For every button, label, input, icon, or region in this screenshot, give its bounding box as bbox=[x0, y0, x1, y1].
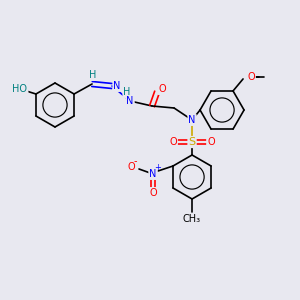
Text: N: N bbox=[113, 81, 121, 91]
Text: O: O bbox=[158, 84, 166, 94]
Text: N: N bbox=[149, 169, 157, 179]
Text: -: - bbox=[133, 156, 137, 166]
Text: H: H bbox=[89, 70, 97, 80]
Text: N: N bbox=[188, 115, 196, 125]
Text: S: S bbox=[188, 137, 196, 147]
Text: O: O bbox=[169, 137, 177, 147]
Text: O: O bbox=[127, 162, 135, 172]
Text: N: N bbox=[126, 96, 134, 106]
Text: CH₃: CH₃ bbox=[183, 214, 201, 224]
Text: +: + bbox=[154, 163, 161, 172]
Text: O: O bbox=[149, 188, 157, 198]
Text: O: O bbox=[247, 72, 255, 82]
Text: HO: HO bbox=[12, 84, 27, 94]
Text: H: H bbox=[123, 87, 131, 97]
Text: O: O bbox=[207, 137, 215, 147]
